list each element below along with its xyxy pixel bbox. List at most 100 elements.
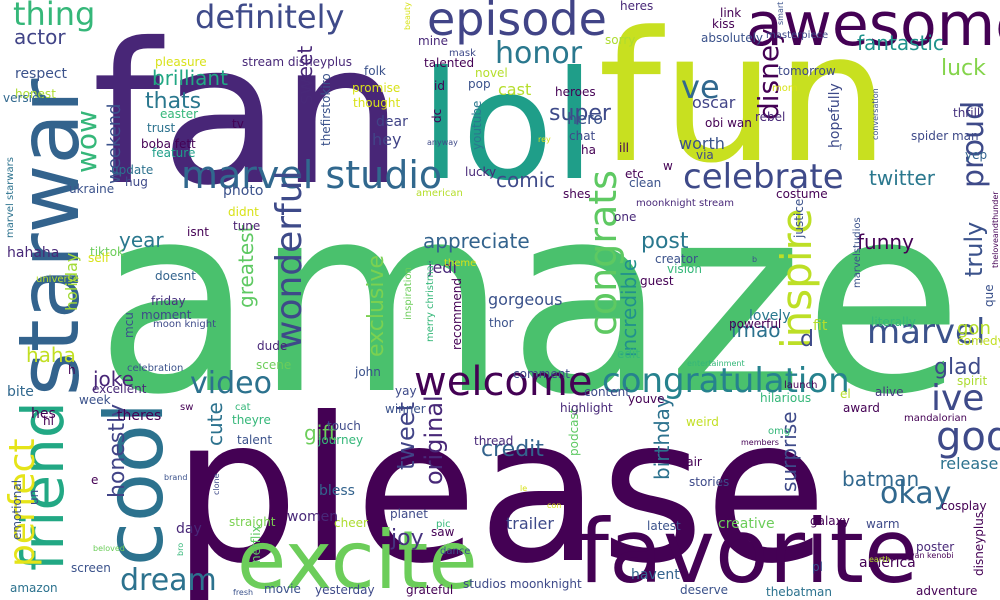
word-thebatman: thebatman <box>766 585 832 599</box>
word-winner: winner <box>385 402 426 416</box>
word-hey: hey <box>372 130 401 149</box>
word-yesterday: yesterday <box>315 583 375 597</box>
word-h: h <box>68 363 76 377</box>
word-emotional: emotional <box>10 480 24 540</box>
word-glad: glad <box>934 355 982 380</box>
word-vision: vision <box>667 262 702 276</box>
word-jedi: jedi <box>427 258 457 277</box>
word-credit: credit <box>481 437 544 462</box>
word-feature: feature <box>152 146 195 160</box>
word-please: please <box>172 375 827 600</box>
word-ha: ha <box>581 143 596 157</box>
word-episode: episode <box>427 0 607 46</box>
word-pl: pl <box>812 560 823 574</box>
word-actor: actor <box>14 25 66 49</box>
word-american: american <box>416 188 463 199</box>
word-universe: universe <box>36 274 79 285</box>
word-women: women <box>287 509 338 525</box>
word-tune: tune <box>233 219 260 233</box>
word-latest: latest <box>647 519 681 533</box>
word-beauty: beauty <box>403 2 412 30</box>
word-haha: haha <box>26 343 76 367</box>
word-yay: yay <box>395 384 417 398</box>
word-stories: stories <box>689 475 729 489</box>
word-wow: wow <box>70 110 103 173</box>
word-dear: dear <box>376 114 408 130</box>
word-highlight: highlight <box>560 401 613 415</box>
word-saw: saw <box>431 525 455 539</box>
word-disneyplus: disneyplus <box>972 512 986 576</box>
word-justice: justice <box>792 199 806 239</box>
word-luck: luck <box>941 56 986 81</box>
word-congratulation: congratulation <box>602 361 850 401</box>
word-cool: cool <box>88 402 181 566</box>
word-stream-disneyplus: stream disneyplus <box>242 55 352 69</box>
word-ive: ive <box>931 378 984 419</box>
word-hug: hug <box>125 175 148 189</box>
word-truly: truly <box>960 222 988 277</box>
word-proud: proud <box>956 101 991 188</box>
word-version: version <box>3 91 47 105</box>
word-d: d <box>800 327 814 352</box>
word-pic: pic <box>436 519 451 530</box>
word-launch: launch <box>784 380 817 391</box>
word-dream: dream <box>120 563 217 598</box>
word-thefirstokiro: thefirstokiro <box>319 73 333 146</box>
word-recommend: recommend <box>450 278 464 350</box>
word-powerful: powerful <box>729 317 781 331</box>
word-w: w <box>663 159 673 173</box>
word-pop: pop <box>468 77 491 91</box>
word-perfect: perfect <box>2 438 43 567</box>
word-moment: moment <box>141 308 192 322</box>
word-incredible: incredible <box>617 259 641 357</box>
word-okay: okay <box>880 476 951 511</box>
word-deserve: deserve <box>680 583 728 597</box>
word-sweet: sweet <box>293 46 317 105</box>
word-brilliant: brilliant <box>152 66 228 90</box>
word-celebrate: celebrate <box>683 157 844 197</box>
word-theyre: theyre <box>232 413 271 427</box>
word-fan: fan <box>92 1 404 228</box>
word-mcu: mcu <box>122 312 136 338</box>
word-greatest: greatest <box>234 224 258 308</box>
word-disney: disney <box>752 28 785 120</box>
word-self: self <box>88 251 110 265</box>
word-clean: clean <box>629 176 661 190</box>
word-marvelstudios: marvelstudios <box>852 217 863 288</box>
word-isnt: isnt <box>187 225 209 239</box>
word-novel: novel <box>475 66 508 80</box>
word-beloved: beloved <box>93 544 125 553</box>
word-definitely: definitely <box>195 0 344 36</box>
word-alive: alive <box>875 385 904 399</box>
word-one: one <box>614 210 636 224</box>
word-appreciate: appreciate <box>423 229 530 253</box>
word-thought: thought <box>353 96 400 110</box>
word-bro: bro <box>176 543 185 556</box>
word-id: id <box>434 79 445 93</box>
word-dance: dance <box>440 546 470 557</box>
word-super: super <box>549 101 612 126</box>
word-absolutely: absolutely <box>701 31 763 45</box>
word-friday: friday <box>151 294 186 308</box>
word-spirit: spirit <box>957 374 987 388</box>
word-smart: smart <box>776 2 785 25</box>
word-obi-wan: obi wan <box>705 116 752 130</box>
word-thrill: thrill <box>953 106 980 120</box>
word-cosplay: cosplay <box>941 499 987 513</box>
word-honor: honor <box>495 36 583 71</box>
word-masterpiece: masterpiece <box>766 30 828 41</box>
word-le: le <box>520 484 527 493</box>
word-awesome: awesome <box>746 0 1000 60</box>
word-surprise: surprise <box>777 411 801 492</box>
word-fair: fair <box>682 455 702 469</box>
word-lucky: lucky <box>465 165 496 179</box>
word-inspiration: inspiration <box>403 267 414 320</box>
word-weird: weird <box>686 415 719 429</box>
word-oscar: oscar <box>692 93 736 112</box>
word-inspire: inspire <box>772 208 821 349</box>
word-etc: etc <box>625 167 644 181</box>
word-havent: havent <box>631 567 680 583</box>
word-theloveandthunder: theloveandthunder <box>991 191 1000 268</box>
word-exclusive: exclusive <box>364 255 389 357</box>
